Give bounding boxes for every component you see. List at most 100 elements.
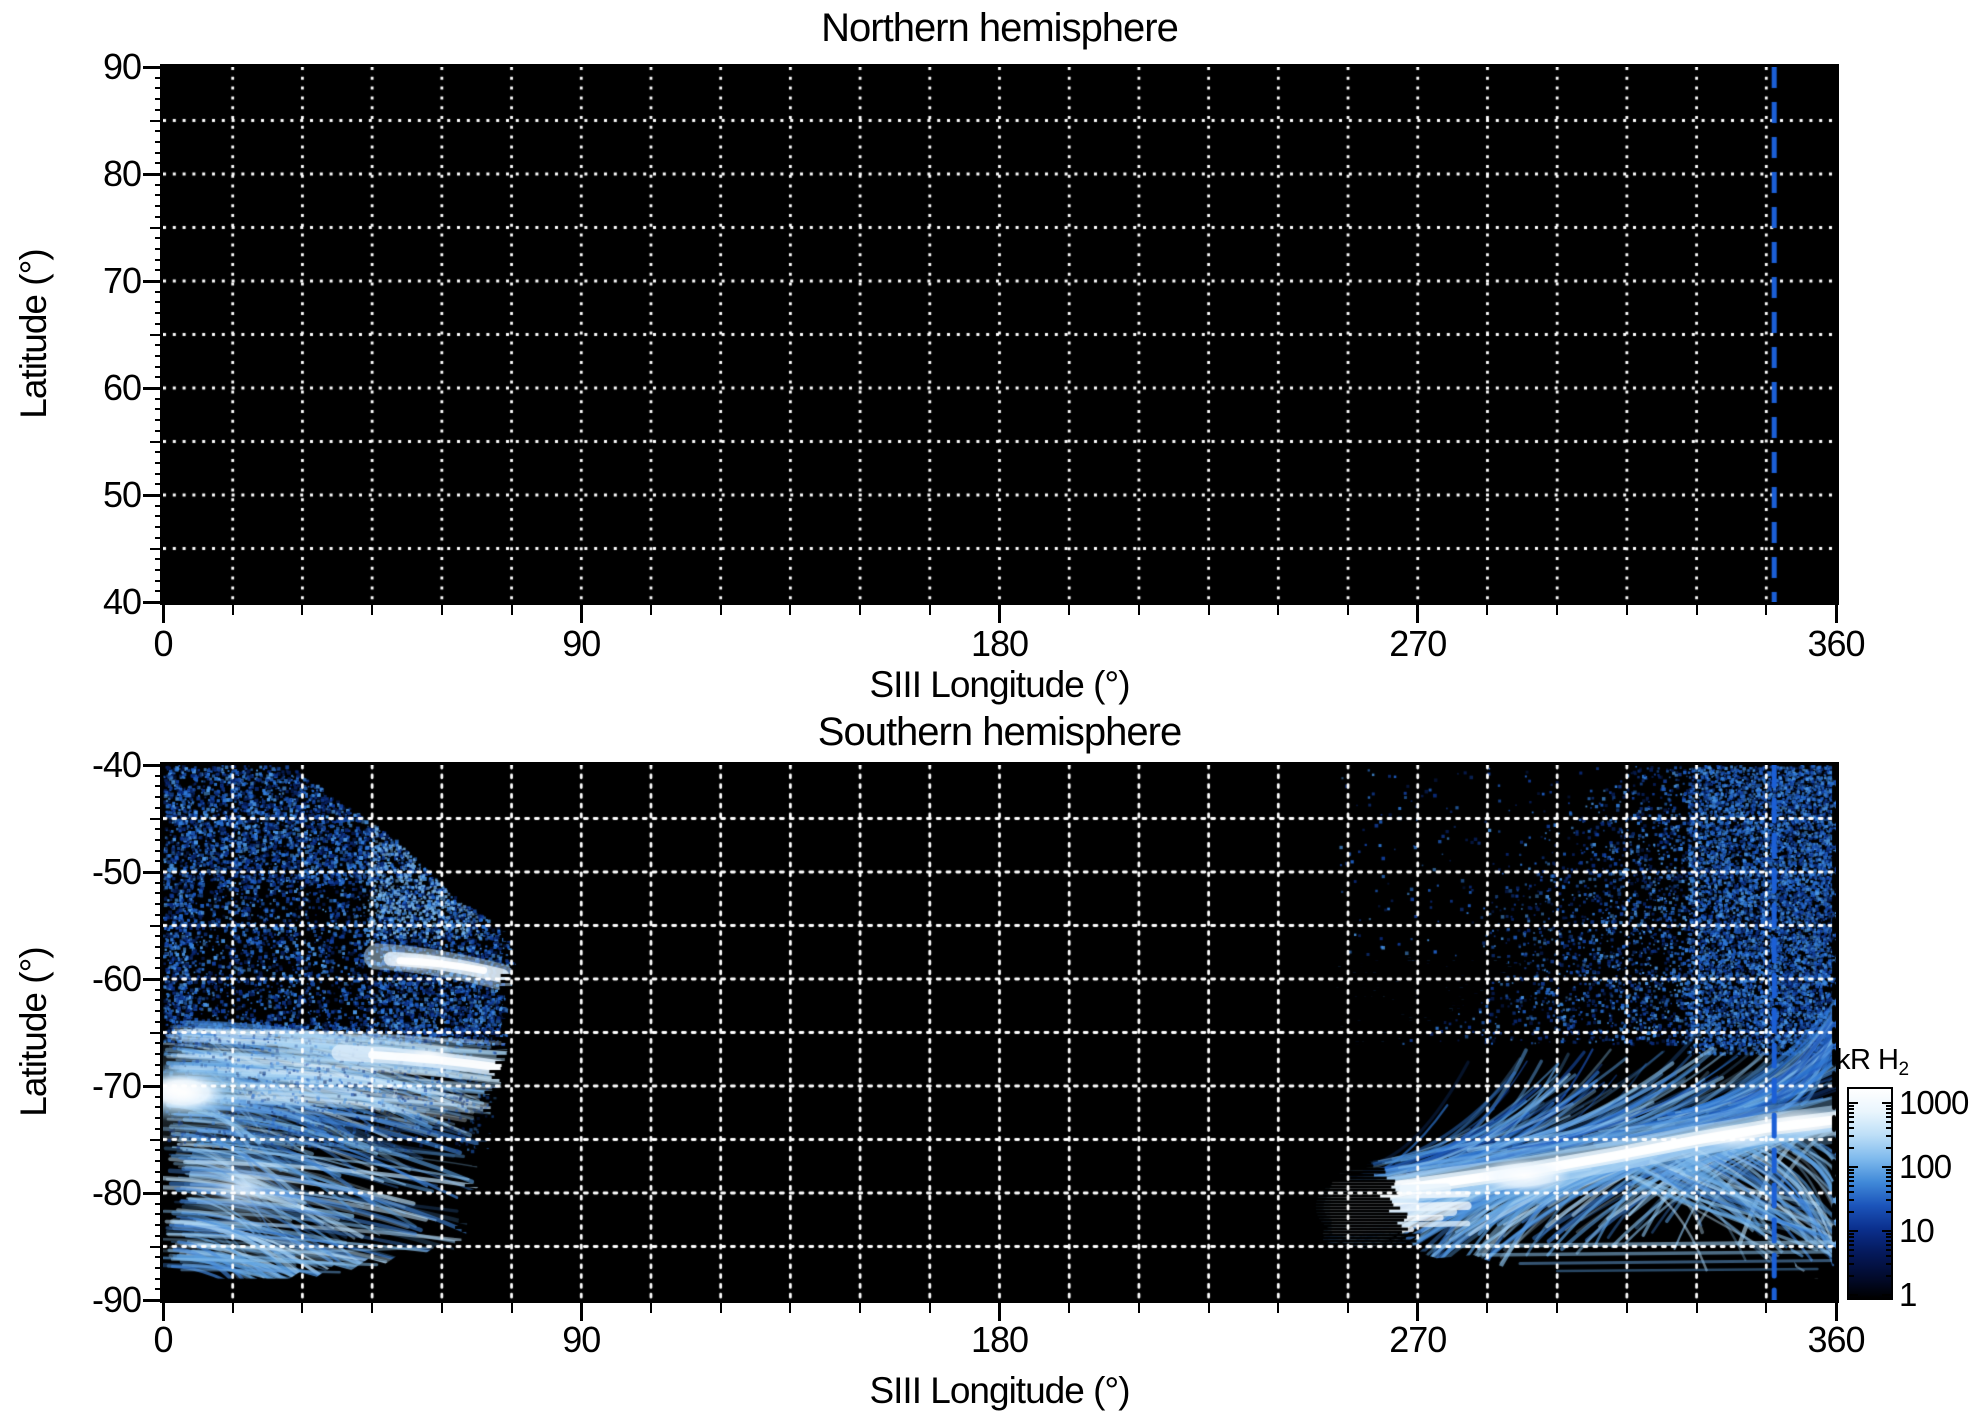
colorbar-minor-tick [1886, 1104, 1891, 1107]
y-minor-tick [155, 1277, 163, 1280]
x-major-tick [161, 1303, 165, 1321]
colorbar-minor-tick [1849, 1199, 1854, 1202]
y-minor-tick [155, 365, 163, 368]
colorbar-minor-tick [1886, 1274, 1891, 1277]
x-major-tick [998, 605, 1001, 623]
y-minor-tick [155, 269, 163, 272]
x-minor-tick [1486, 605, 1489, 615]
x-major-tick [1834, 1303, 1838, 1321]
x-minor-tick [231, 1303, 234, 1313]
x-tick-label: 90 [562, 1319, 601, 1360]
colorbar-major-tick [1849, 1166, 1858, 1168]
y-minor-tick [150, 924, 163, 927]
y-minor-tick [155, 1149, 163, 1152]
x-minor-tick [859, 1303, 862, 1313]
colorbar-minor-tick [1886, 1127, 1891, 1130]
colorbar-minor-tick [1886, 1146, 1891, 1149]
colorbar-tick-label: 1 [1899, 1276, 1917, 1313]
north-panel-title: Northern hemisphere [821, 6, 1179, 50]
y-minor-tick [155, 1181, 163, 1184]
colorbar-minor-tick [1849, 1232, 1854, 1235]
colorbar-minor-tick [1849, 1210, 1854, 1213]
colorbar-title-main: kR H [1836, 1044, 1899, 1076]
x-minor-tick [1277, 1303, 1280, 1313]
colorbar-minor-tick [1849, 1116, 1854, 1119]
x-minor-tick [1695, 1303, 1698, 1313]
colorbar-minor-tick [1886, 1172, 1891, 1175]
colorbar-minor-tick [1886, 1175, 1891, 1178]
y-minor-tick [155, 828, 163, 831]
colorbar-minor-tick [1886, 1263, 1891, 1266]
y-minor-tick [155, 130, 163, 133]
north-panel [160, 64, 1839, 605]
colorbar-minor-tick [1886, 1135, 1891, 1138]
y-minor-tick [155, 1224, 163, 1227]
y-minor-tick [155, 849, 163, 852]
y-minor-tick [155, 1074, 163, 1077]
colorbar-minor-tick [1849, 1185, 1854, 1188]
y-minor-tick [155, 536, 163, 539]
south-panel [160, 762, 1839, 1303]
x-minor-tick [1137, 1303, 1140, 1313]
y-minor-tick [150, 817, 163, 820]
y-tick-label: -80 [91, 1172, 142, 1213]
y-minor-tick [155, 1256, 163, 1259]
colorbar-minor-tick [1849, 1175, 1854, 1178]
y-minor-tick [155, 785, 163, 788]
colorbar-minor-tick [1849, 1255, 1854, 1258]
y-tick-label: 50 [102, 474, 142, 515]
y-major-tick [143, 386, 163, 390]
colorbar-minor-tick [1849, 1236, 1854, 1239]
colorbar-minor-tick [1886, 1210, 1891, 1213]
y-minor-tick [155, 247, 163, 250]
x-minor-tick [719, 1303, 722, 1313]
x-minor-tick [1277, 605, 1280, 615]
colorbar-minor-tick [1849, 1172, 1854, 1175]
y-minor-tick [155, 183, 163, 186]
colorbar-minor-tick [1886, 1111, 1891, 1114]
y-minor-tick [155, 301, 163, 304]
y-minor-tick [155, 108, 163, 111]
y-minor-tick [155, 312, 163, 315]
y-tick-label: -40 [91, 744, 142, 785]
y-minor-tick [155, 1127, 163, 1130]
y-minor-tick [155, 1202, 163, 1205]
y-major-tick [143, 279, 163, 283]
x-minor-tick [1347, 605, 1350, 615]
y-tick-label: 70 [102, 260, 142, 301]
y-minor-tick [155, 397, 163, 400]
y-minor-tick [155, 1213, 163, 1216]
y-minor-tick [155, 258, 163, 261]
y-minor-tick [155, 98, 163, 101]
colorbar-major-tick [1882, 1166, 1891, 1168]
x-minor-tick [649, 1303, 652, 1313]
y-major-tick [143, 763, 163, 767]
colorbar-minor-tick [1849, 1121, 1854, 1124]
y-minor-tick [155, 87, 163, 90]
colorbar-minor-tick [1886, 1236, 1891, 1239]
y-minor-tick [155, 1010, 163, 1013]
x-major-tick [1416, 1303, 1420, 1321]
x-minor-tick [1765, 1303, 1768, 1313]
x-minor-tick [440, 1303, 443, 1313]
x-minor-tick [789, 1303, 792, 1313]
y-minor-tick [155, 838, 163, 841]
x-tick-label: 180 [970, 623, 1029, 664]
south-panel-title: Southern hemisphere [817, 710, 1182, 754]
colorbar-minor-tick [1886, 1168, 1891, 1171]
colorbar-major-tick [1882, 1294, 1891, 1296]
colorbar-minor-tick [1849, 1249, 1854, 1252]
y-major-tick [143, 65, 163, 69]
x-tick-label: 360 [1807, 1319, 1865, 1360]
y-minor-tick [155, 194, 163, 197]
x-minor-tick [859, 605, 862, 615]
y-minor-tick [155, 558, 163, 561]
y-minor-tick [155, 504, 163, 507]
y-minor-tick [155, 322, 163, 325]
y-minor-tick [155, 215, 163, 218]
y-minor-tick [155, 376, 163, 379]
colorbar-minor-tick [1886, 1116, 1891, 1119]
y-minor-tick [155, 860, 163, 863]
x-tick-label: 180 [970, 1319, 1029, 1360]
y-minor-tick [155, 1063, 163, 1066]
